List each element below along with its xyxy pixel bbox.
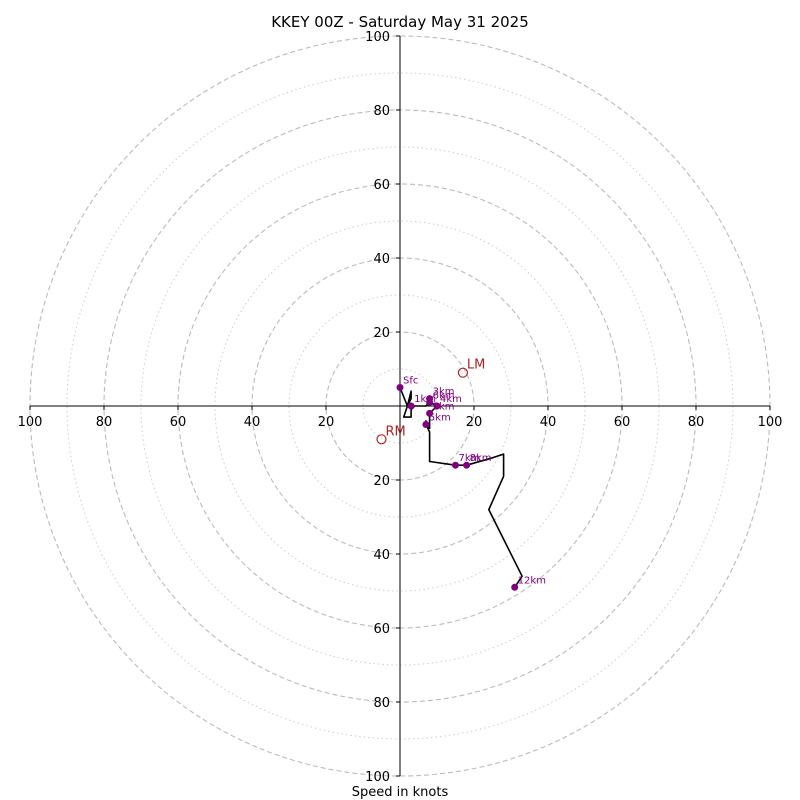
x-tick-label: 100 <box>18 415 43 430</box>
x-tick-label: 100 <box>758 415 783 430</box>
level-point-5km: 5km <box>422 413 451 428</box>
storm-motion-rm: RM <box>376 424 406 445</box>
y-tick-label: 20 <box>373 326 390 341</box>
level-label: 6km <box>433 390 455 401</box>
level-marker <box>511 583 519 591</box>
level-marker <box>463 461 471 469</box>
level-label: 5km <box>429 413 451 424</box>
axes <box>30 36 770 776</box>
x-tick-label: 60 <box>170 415 187 430</box>
level-point-12km: 12km <box>511 575 546 591</box>
storm-motion-marker <box>376 434 387 445</box>
level-label: 7km <box>459 453 481 464</box>
level-label: Sfc <box>403 376 418 387</box>
level-label: 1km <box>414 394 436 405</box>
y-tick-label: 60 <box>373 178 390 193</box>
level-point-4km: 4km <box>433 394 462 410</box>
chart-title: KKEY 00Z - Saturday May 31 2025 <box>271 13 529 31</box>
x-axis-ticks: 100 80 60 40 20 20 40 60 80 100 <box>18 406 783 430</box>
y-tick-label: 100 <box>365 770 390 785</box>
storm-motion-marker <box>457 367 468 378</box>
level-marker <box>426 398 434 406</box>
hodograph-trace <box>399 387 523 588</box>
level-label: 12km <box>518 575 546 586</box>
level-point-7km: 7km <box>452 453 480 469</box>
y-tick-label: 100 <box>365 30 390 45</box>
y-tick-label: 20 <box>373 474 390 489</box>
level-point-1km: 1km <box>407 394 436 410</box>
level-label: 2km <box>433 401 455 412</box>
x-axis-label: Speed in knots <box>352 785 449 800</box>
y-tick-label: 80 <box>373 696 390 711</box>
level-label: 3km <box>433 387 455 398</box>
level-marker <box>452 461 459 469</box>
hodograph-line <box>399 387 523 588</box>
x-tick-label: 40 <box>540 415 557 430</box>
storm-motion-lm: LM <box>457 358 485 378</box>
x-tick-label: 40 <box>244 415 261 430</box>
x-tick-label: 80 <box>688 415 705 430</box>
level-marker <box>407 402 415 410</box>
storm-motion-markers: LM RM <box>376 358 485 445</box>
x-tick-label: 20 <box>318 415 335 430</box>
level-label: 8km <box>470 453 492 464</box>
x-tick-label: 60 <box>614 415 631 430</box>
level-label: 4km <box>440 394 462 405</box>
y-tick-label: 40 <box>373 252 390 267</box>
level-point-sfc: Sfc <box>396 376 418 391</box>
y-axis-ticks: 100 80 60 40 20 20 40 60 80 100 <box>365 30 400 785</box>
y-tick-label: 80 <box>373 104 390 119</box>
level-marker <box>433 402 441 410</box>
level-marker <box>396 384 404 391</box>
level-marker <box>422 421 430 428</box>
level-point-8km: 8km <box>463 453 492 469</box>
level-point-2km: 2km <box>426 401 455 417</box>
y-tick-label: 60 <box>373 622 390 637</box>
storm-motion-label: RM <box>386 424 406 439</box>
level-marker <box>426 409 434 417</box>
level-point-6km: 6km <box>426 390 455 406</box>
x-tick-label: 20 <box>466 415 483 430</box>
storm-motion-label: LM <box>467 358 485 373</box>
x-tick-label: 80 <box>96 415 113 430</box>
y-tick-label: 40 <box>373 548 390 563</box>
